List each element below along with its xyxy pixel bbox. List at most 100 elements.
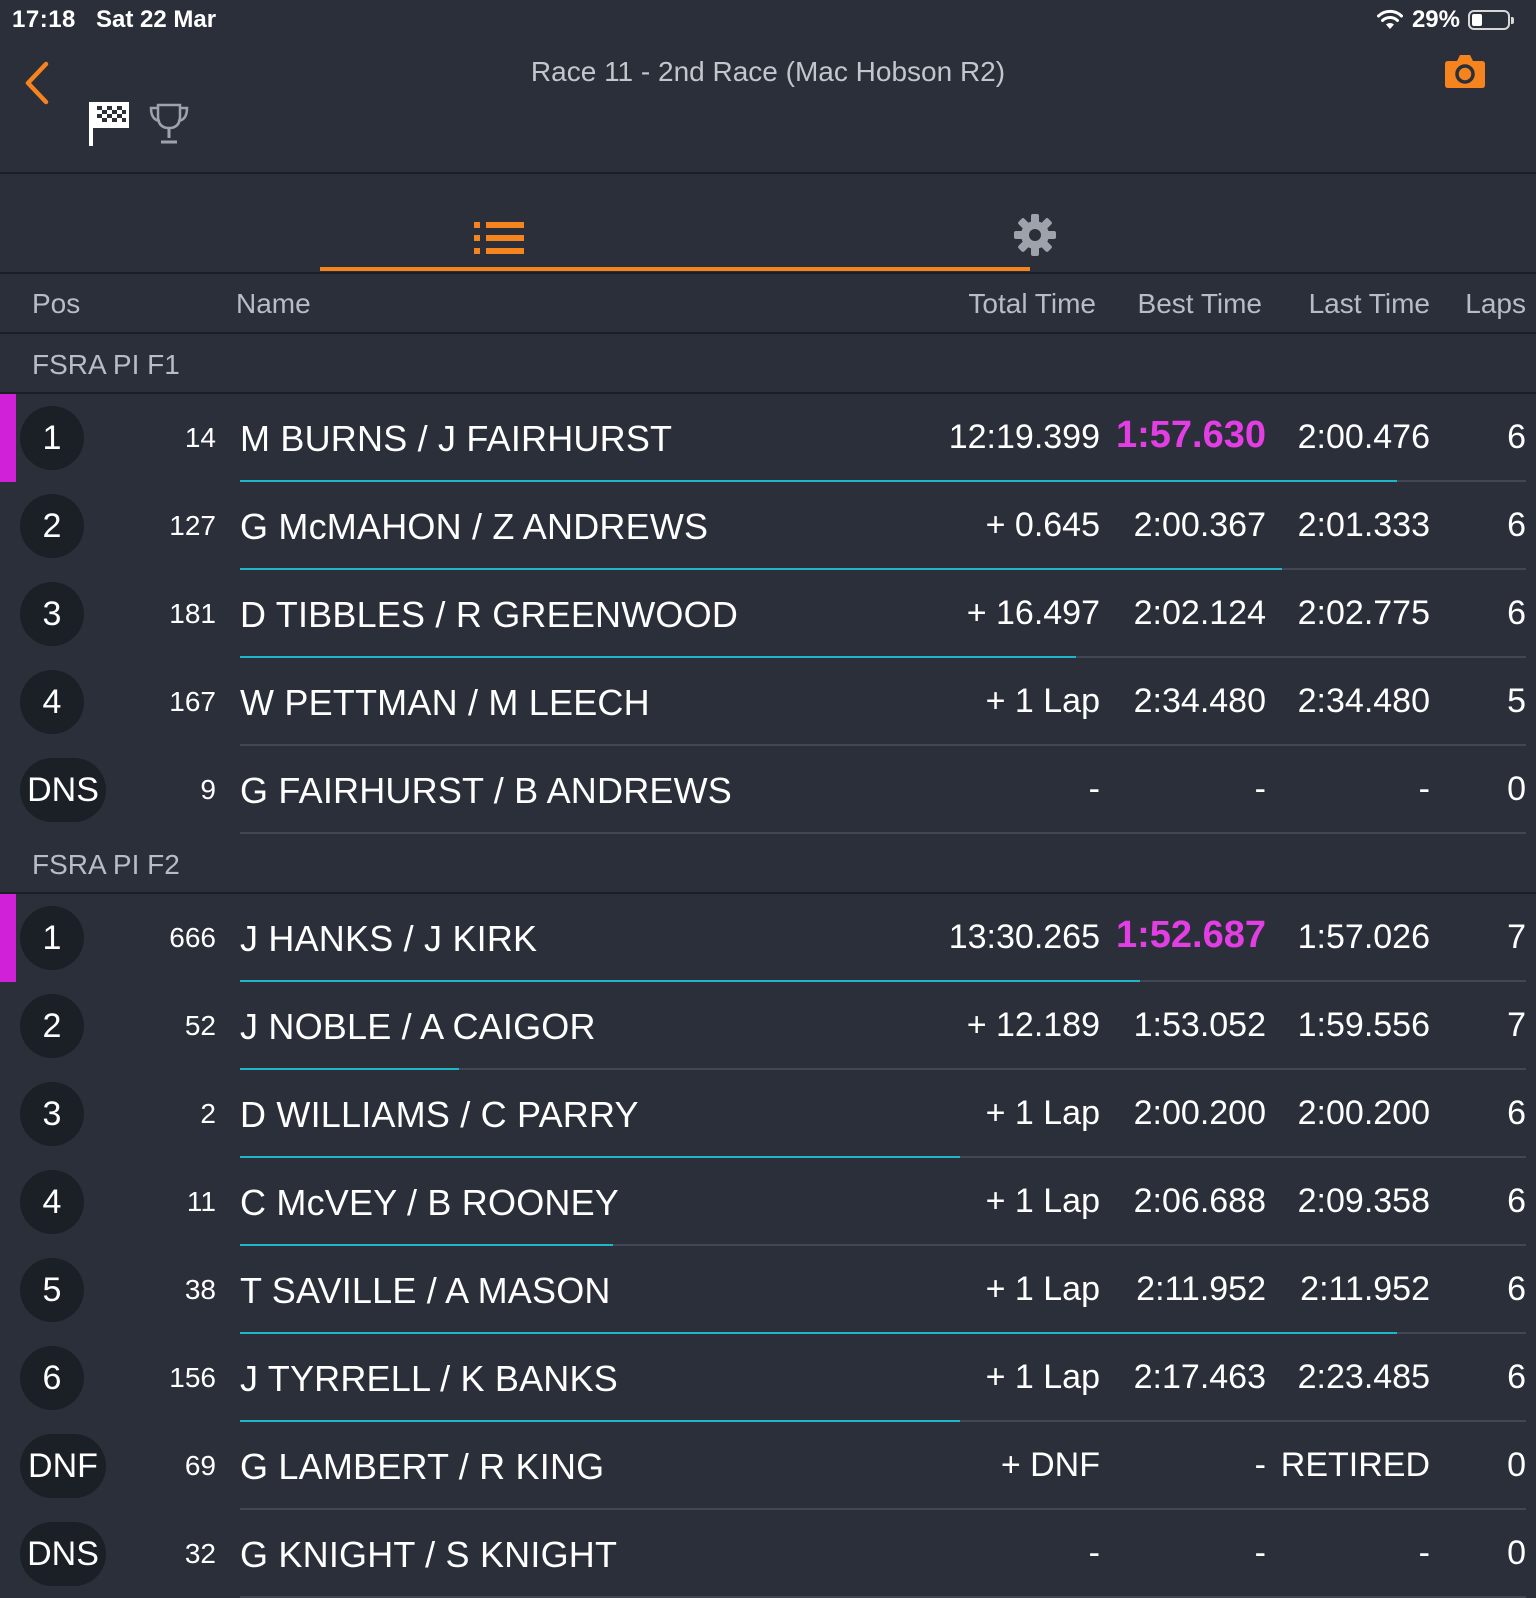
car-number: 38 [184, 1274, 216, 1305]
nav-header: Race 11 - 2nd Race (Mac Hobson R2) [0, 40, 1536, 174]
laps-count: 6 [1507, 418, 1526, 456]
list-icon[interactable] [474, 220, 524, 256]
last-time: 2:09.358 [1297, 1182, 1430, 1220]
table-row[interactable]: 3 181 D TIBBLES / R GREENWOOD + 16.497 2:02.… [0, 570, 1536, 658]
table-row[interactable]: 3 2 D WILLIAMS / C PARRY + 1 Lap 2:00.200 2:0… [0, 1070, 1536, 1158]
row-divider [240, 1244, 1526, 1246]
tab-bar [0, 174, 1536, 274]
status-time: 17:18 [12, 6, 76, 33]
lap-progress-bar [240, 1332, 1397, 1334]
position-badge: DNF [20, 1434, 106, 1498]
driver-names: J TYRRELL / K BANKS [240, 1358, 618, 1399]
camera-icon[interactable] [1444, 52, 1486, 90]
total-time: 13:30.265 [948, 918, 1100, 956]
total-time: - [1088, 1534, 1100, 1572]
car-number: 11 [186, 1186, 216, 1217]
table-row[interactable]: 4 11 C McVEY / B ROONEY + 1 Lap 2:06.688 2:09… [0, 1158, 1536, 1246]
car-number: 181 [169, 598, 216, 629]
best-time: 2:11.952 [1136, 1270, 1266, 1308]
class-section-header: FSRA PI F2 [0, 834, 1536, 894]
table-row[interactable]: DNF 69 G LAMBERT / R KING + DNF - RETIRED 0 [0, 1422, 1536, 1510]
last-time: 2:00.476 [1297, 418, 1430, 456]
table-row[interactable]: 1 14 M BURNS / J FAIRHURST 12:19.399 1:57.63… [0, 394, 1536, 482]
tab-underline [320, 267, 1030, 271]
gear-icon[interactable] [1012, 212, 1058, 258]
last-time: 1:57.026 [1297, 918, 1430, 956]
car-number: 2 [200, 1098, 216, 1129]
driver-names: C McVEY / B ROONEY [240, 1182, 620, 1223]
driver-names: G FAIRHURST / B ANDREWS [240, 770, 733, 811]
best-time: 2:00.367 [1133, 506, 1266, 544]
table-row[interactable]: 2 127 G McMAHON / Z ANDREWS + 0.645 2:00.367… [0, 482, 1536, 570]
chevron-left-icon[interactable] [18, 60, 58, 106]
total-time: + DNF [1000, 1446, 1100, 1484]
status-date: Sat 22 Mar [96, 6, 217, 33]
last-time: - [1418, 1534, 1430, 1572]
best-time: 1:53.052 [1133, 1006, 1266, 1044]
table-row[interactable]: 5 38 T SAVILLE / A MASON + 1 Lap 2:11.952 2:1… [0, 1246, 1536, 1334]
header-laps: Laps [1465, 288, 1526, 319]
last-time: 2:01.333 [1297, 506, 1430, 544]
position-badge: 5 [20, 1258, 84, 1322]
laps-count: 6 [1507, 1270, 1526, 1308]
lap-progress-bar [240, 1068, 459, 1070]
position-badge: 4 [20, 1170, 84, 1234]
last-time: - [1418, 770, 1430, 808]
last-time: 1:59.556 [1297, 1006, 1430, 1044]
laps-count: 7 [1507, 1006, 1526, 1044]
lap-progress-bar [240, 480, 1397, 482]
best-time: 2:17.463 [1133, 1358, 1266, 1396]
best-time: 2:00.200 [1133, 1094, 1266, 1132]
driver-names: G McMAHON / Z ANDREWS [240, 506, 709, 547]
row-divider [240, 1508, 1526, 1510]
table-row[interactable]: 4 167 W PETTMAN / M LEECH + 1 Lap 2:34.480 2:… [0, 658, 1536, 746]
position-badge: 1 [20, 406, 84, 470]
table-row[interactable]: DNS 32 G KNIGHT / S KNIGHT - - - 0 [0, 1510, 1536, 1598]
table-row[interactable]: DNS 9 G FAIRHURST / B ANDREWS - - - 0 [0, 746, 1536, 834]
best-time: 2:02.124 [1133, 594, 1266, 632]
laps-count: 6 [1507, 506, 1526, 544]
row-divider [240, 744, 1526, 746]
car-number: 69 [184, 1450, 216, 1481]
total-time: + 12.189 [966, 1006, 1100, 1044]
position-badge: DNS [20, 758, 106, 822]
best-time: 2:06.688 [1133, 1182, 1266, 1220]
best-time: - [1254, 770, 1266, 808]
position-badge: 6 [20, 1346, 84, 1410]
header-name: Name [236, 288, 311, 319]
driver-names: J NOBLE / A CAIGOR [240, 1006, 596, 1047]
total-time: + 1 Lap [985, 1358, 1100, 1396]
driver-names: M BURNS / J FAIRHURST [240, 418, 673, 459]
battery-percent: 29% [1411, 6, 1460, 33]
laps-count: 7 [1507, 918, 1526, 956]
car-number: 14 [184, 422, 216, 453]
header-best-time: Best Time [1137, 288, 1262, 319]
table-row[interactable]: 2 52 J NOBLE / A CAIGOR + 12.189 1:53.052 1:5… [0, 982, 1536, 1070]
header-last-time: Last Time [1308, 288, 1430, 319]
driver-names: D TIBBLES / R GREENWOOD [240, 594, 739, 635]
trophy-icon[interactable] [148, 102, 190, 146]
checkered-flag-icon[interactable] [88, 98, 132, 148]
lap-progress-bar [240, 568, 1282, 570]
column-headers: Pos Name Total Time Best Time Last Time … [0, 274, 1536, 334]
table-row[interactable]: 1 666 J HANKS / J KIRK 13:30.265 1:52.687 1:5… [0, 894, 1536, 982]
laps-count: 5 [1507, 682, 1526, 720]
laps-count: 6 [1507, 594, 1526, 632]
leader-marker [0, 894, 16, 982]
car-number: 156 [169, 1362, 216, 1393]
lap-progress-bar [240, 1156, 960, 1158]
total-time: + 0.645 [985, 506, 1100, 544]
car-number: 9 [200, 774, 216, 805]
class-section-header: FSRA PI F1 [0, 334, 1536, 394]
lap-progress-bar [240, 980, 1140, 982]
wifi-icon [1376, 9, 1403, 29]
laps-count: 0 [1507, 1534, 1526, 1572]
header-total-time: Total Time [968, 288, 1096, 319]
best-time: - [1254, 1446, 1266, 1484]
best-time: 1:57.630 [1115, 414, 1266, 456]
driver-names: G KNIGHT / S KNIGHT [240, 1534, 618, 1575]
table-row[interactable]: 6 156 J TYRRELL / K BANKS + 1 Lap 2:17.463 2:… [0, 1334, 1536, 1422]
last-time: 2:00.200 [1297, 1094, 1430, 1132]
best-time: 1:52.687 [1115, 914, 1266, 956]
total-time: + 1 Lap [985, 682, 1100, 720]
